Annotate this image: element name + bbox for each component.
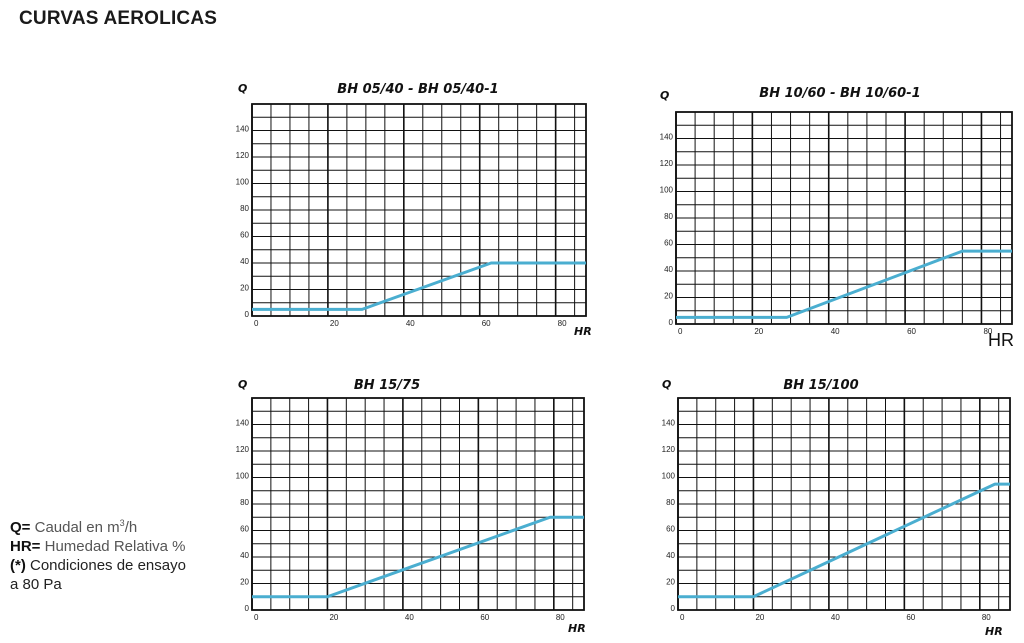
chart-bh-10-60: BH 10/60 - BH 10/60-1 Q HR 0 20 40 60 80 100 120 1… [660, 86, 1014, 350]
y-tick-label: 20 [664, 292, 673, 301]
y-axis-label: Q [238, 378, 247, 391]
y-tick-label: 100 [660, 186, 674, 195]
series-line-bh-15-100 [678, 482, 1010, 599]
y-tick-label: 80 [666, 498, 675, 507]
y-tick-label: 40 [664, 265, 673, 274]
grid-bh-05-40 [251, 103, 587, 317]
grid-bh-10-60 [675, 111, 1013, 325]
x-tick-label: 20 [755, 613, 764, 622]
y-tick-label: 140 [662, 419, 676, 428]
x-tick-label: 0 [254, 613, 259, 622]
x-tick-label: 80 [558, 319, 567, 328]
y-tick-label: 0 [669, 318, 674, 327]
y-tick-label: 20 [666, 578, 675, 587]
y-tick-label: 80 [240, 498, 249, 507]
page-title: CURVAS AEROLICAS [19, 8, 218, 29]
chart-bh-15-100: BH 15/100 Q HR 0 20 40 60 80 100 120 140 0 20 40 60 80 [662, 378, 1011, 638]
series-line-bh-05-40 [252, 261, 586, 311]
x-tick-label: 20 [330, 319, 339, 328]
y-tick-label: 120 [660, 159, 674, 168]
grid-bh-15-100 [677, 397, 1011, 611]
y-tick-label: 120 [236, 151, 250, 160]
chart-title-bh-05-40: BH 05/40 - BH 05/40-1 [337, 82, 498, 97]
y-tick-label: 140 [660, 133, 674, 142]
legend-note-key: (*) [10, 557, 26, 574]
y-tick-label: 60 [666, 525, 675, 534]
legend-q: Q= Caudal en m3/h [10, 514, 186, 537]
x-tick-label: 60 [480, 613, 489, 622]
chart-bh-05-40: BH 05/40 - BH 05/40-1 Q HR 0 20 40 60 80 100 120 1… [236, 82, 592, 338]
x-tick-label: 40 [405, 613, 414, 622]
y-tick-label: 100 [662, 472, 676, 481]
y-tick-label: 0 [245, 604, 250, 613]
chart-title-bh-15-75: BH 15/75 [354, 378, 420, 393]
legend-note-2: a 80 Pa [10, 575, 186, 594]
plot-frame [251, 103, 587, 317]
legend-hr-key: HR= [10, 538, 41, 555]
x-tick-label: 80 [983, 327, 992, 336]
x-tick-label: 20 [754, 327, 763, 336]
x-tick-label: 60 [482, 319, 491, 328]
x-axis-label: HR [985, 625, 1003, 638]
y-tick-label: 80 [240, 204, 249, 213]
y-axis-label: Q [238, 82, 247, 95]
y-tick-label: 0 [671, 604, 676, 613]
y-tick-label: 60 [664, 239, 673, 248]
y-tick-label: 40 [240, 257, 249, 266]
y-tick-label: 60 [240, 525, 249, 534]
legend-q-key: Q= [10, 519, 31, 536]
x-tick-label: 80 [556, 613, 565, 622]
x-axis-label: HR [568, 622, 586, 635]
legend-note-text-2: a 80 Pa [10, 576, 62, 593]
y-tick-label: 80 [664, 212, 673, 221]
y-tick-label: 0 [245, 310, 250, 319]
series-line-bh-10-60 [676, 249, 1012, 319]
legend-hr: HR= Humedad Relativa % [10, 537, 186, 556]
x-axis-label: HR [988, 330, 1014, 350]
legend-q-text: Caudal en m [34, 519, 120, 536]
legend-note-text: Condiciones de ensayo [30, 557, 186, 574]
plot-frame [675, 111, 1013, 325]
y-tick-label: 120 [236, 445, 250, 454]
chart-bh-15-75: BH 15/75 Q HR 0 20 40 60 80 100 120 140 0 20 40 60 80 [236, 378, 586, 635]
y-tick-label: 100 [236, 178, 250, 187]
y-tick-label: 40 [240, 551, 249, 560]
y-axis-label: Q [662, 378, 671, 391]
y-tick-label: 20 [240, 284, 249, 293]
x-tick-label: 0 [254, 319, 259, 328]
x-tick-label: 0 [678, 327, 683, 336]
x-tick-label: 40 [831, 613, 840, 622]
legend-q-unit: /h [124, 519, 138, 536]
y-axis-label: Q [660, 89, 669, 102]
legend-hr-text: Humedad Relativa % [44, 538, 186, 555]
y-tick-label: 140 [236, 419, 250, 428]
x-tick-label: 40 [406, 319, 415, 328]
plot-frame [251, 397, 585, 611]
grid-bh-15-75 [251, 397, 585, 611]
x-tick-label: 80 [982, 613, 991, 622]
legend-q-sup: 3 [119, 518, 125, 528]
plot-frame [677, 397, 1011, 611]
x-tick-label: 40 [831, 327, 840, 336]
legend: Q= Caudal en m3/h HR= Humedad Relativa %… [10, 514, 186, 594]
y-tick-label: 100 [236, 472, 250, 481]
chart-title-bh-10-60: BH 10/60 - BH 10/60-1 [759, 86, 920, 101]
legend-note: (*) Condiciones de ensayo [10, 556, 186, 575]
y-tick-label: 20 [240, 578, 249, 587]
x-axis-label: HR [574, 325, 592, 338]
y-tick-label: 60 [240, 231, 249, 240]
series-line-bh-15-75 [252, 515, 584, 599]
chart-title-bh-15-100: BH 15/100 [783, 378, 858, 393]
y-tick-label: 140 [236, 125, 250, 134]
x-tick-label: 60 [906, 613, 915, 622]
x-tick-label: 0 [680, 613, 685, 622]
x-tick-label: 60 [907, 327, 916, 336]
y-tick-label: 40 [666, 551, 675, 560]
x-tick-label: 20 [329, 613, 338, 622]
y-tick-label: 120 [662, 445, 676, 454]
